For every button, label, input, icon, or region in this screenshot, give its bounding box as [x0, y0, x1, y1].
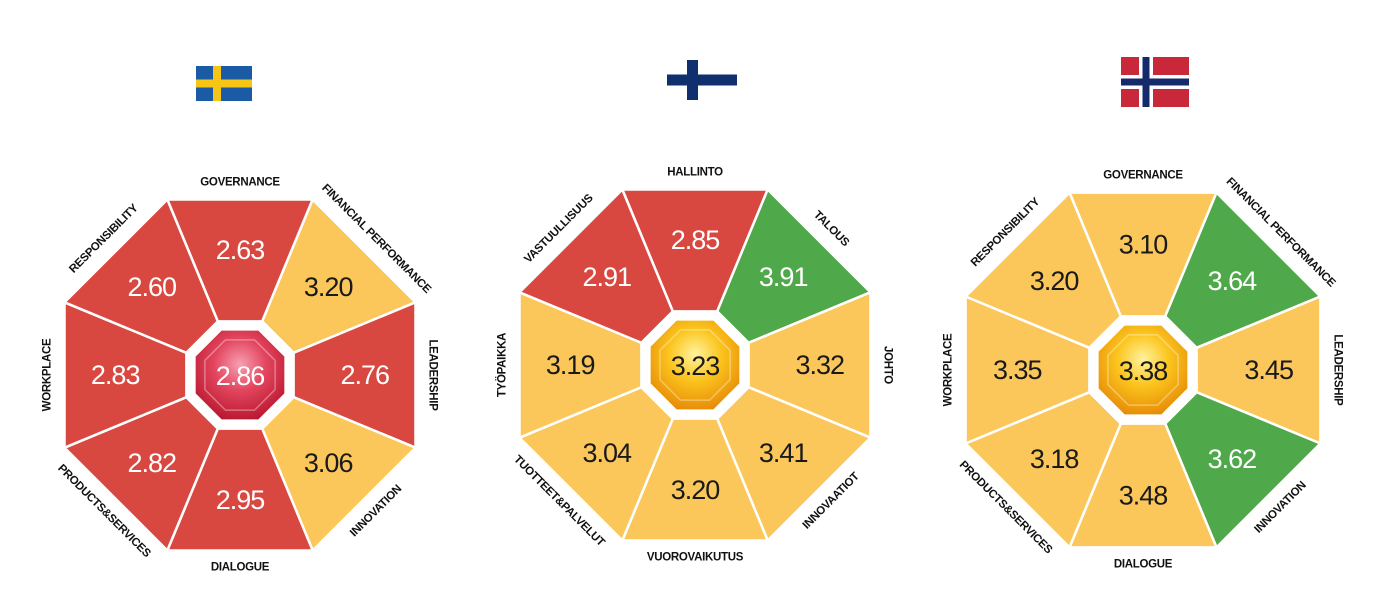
center-gem-facet: [204, 339, 276, 411]
segment-vastuullisuus: [518, 188, 675, 345]
label-workplace: WORKPLACE: [42, 338, 54, 411]
value-ty-paikka: 3.19: [546, 350, 595, 380]
center-gem: [650, 320, 740, 410]
value-hallinto: 2.85: [671, 225, 720, 255]
value-dialogue: 2.95: [216, 485, 265, 515]
value-innovation: 3.62: [1208, 444, 1257, 474]
value-products-and-services: 3.18: [1030, 444, 1079, 474]
center-gem-facet: [659, 329, 731, 401]
value-talous: 3.91: [759, 262, 808, 292]
value-responsibility: 2.60: [128, 272, 177, 302]
value-financial-performance: 3.20: [304, 272, 353, 302]
value-innovation: 3.06: [304, 448, 353, 478]
label-governance: GOVERNANCE: [1103, 170, 1183, 182]
center-gem-facet: [1107, 334, 1179, 406]
label-dialogue: DIALOGUE: [1114, 558, 1173, 570]
norway-flag-icon: [1121, 57, 1189, 107]
label-hallinto: HALLINTO: [667, 167, 723, 179]
value-governance: 3.10: [1119, 229, 1168, 259]
value-responsibility: 3.20: [1030, 266, 1079, 296]
value-tuotteet-and-palvelut: 3.04: [583, 438, 633, 468]
center-value: 3.23: [671, 351, 720, 381]
label-workplace: WORKPLACE: [943, 333, 955, 406]
segment-responsibility: [964, 191, 1123, 350]
label-johto: JOHTO: [881, 346, 893, 384]
center-value: 3.38: [1119, 356, 1168, 386]
label-vuorovaikutus: VUOROVAIKUTUS: [647, 552, 744, 564]
value-vuorovaikutus: 3.20: [671, 475, 720, 505]
value-leadership: 2.76: [341, 360, 390, 390]
value-workplace: 2.83: [91, 360, 140, 390]
value-dialogue: 3.48: [1119, 481, 1168, 511]
finland-flag-icon: [667, 60, 737, 100]
label-governance: GOVERNANCE: [200, 177, 280, 189]
label-ty-paikka: TYÖPAIKKA: [496, 333, 509, 397]
sweden-flag-icon: [196, 66, 252, 101]
value-products-and-services: 2.82: [128, 448, 177, 478]
label-dialogue: DIALOGUE: [211, 562, 270, 574]
value-innovaatiot: 3.41: [759, 438, 808, 468]
center-gem: [195, 330, 285, 420]
value-johto: 3.32: [796, 350, 845, 380]
center-value: 2.86: [216, 361, 265, 391]
value-vastuullisuus: 2.91: [583, 262, 632, 292]
label-leadership: LEADERSHIP: [1331, 334, 1343, 406]
center-gem: [1098, 325, 1188, 415]
value-financial-performance: 3.64: [1208, 266, 1258, 296]
value-governance: 2.63: [216, 235, 265, 265]
value-leadership: 3.45: [1244, 355, 1293, 385]
segment-responsibility: [63, 198, 220, 355]
label-leadership: LEADERSHIP: [426, 339, 438, 411]
value-workplace: 3.35: [993, 355, 1042, 385]
